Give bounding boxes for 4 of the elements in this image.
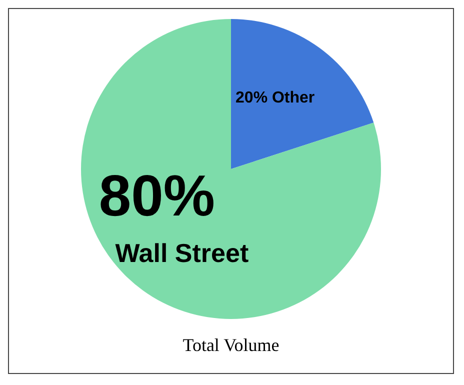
data-label: 80% xyxy=(98,164,215,229)
slice-label: 20% Other xyxy=(236,90,315,107)
text: Total Volume xyxy=(182,335,280,356)
slice-label: Wall Street xyxy=(115,238,249,268)
